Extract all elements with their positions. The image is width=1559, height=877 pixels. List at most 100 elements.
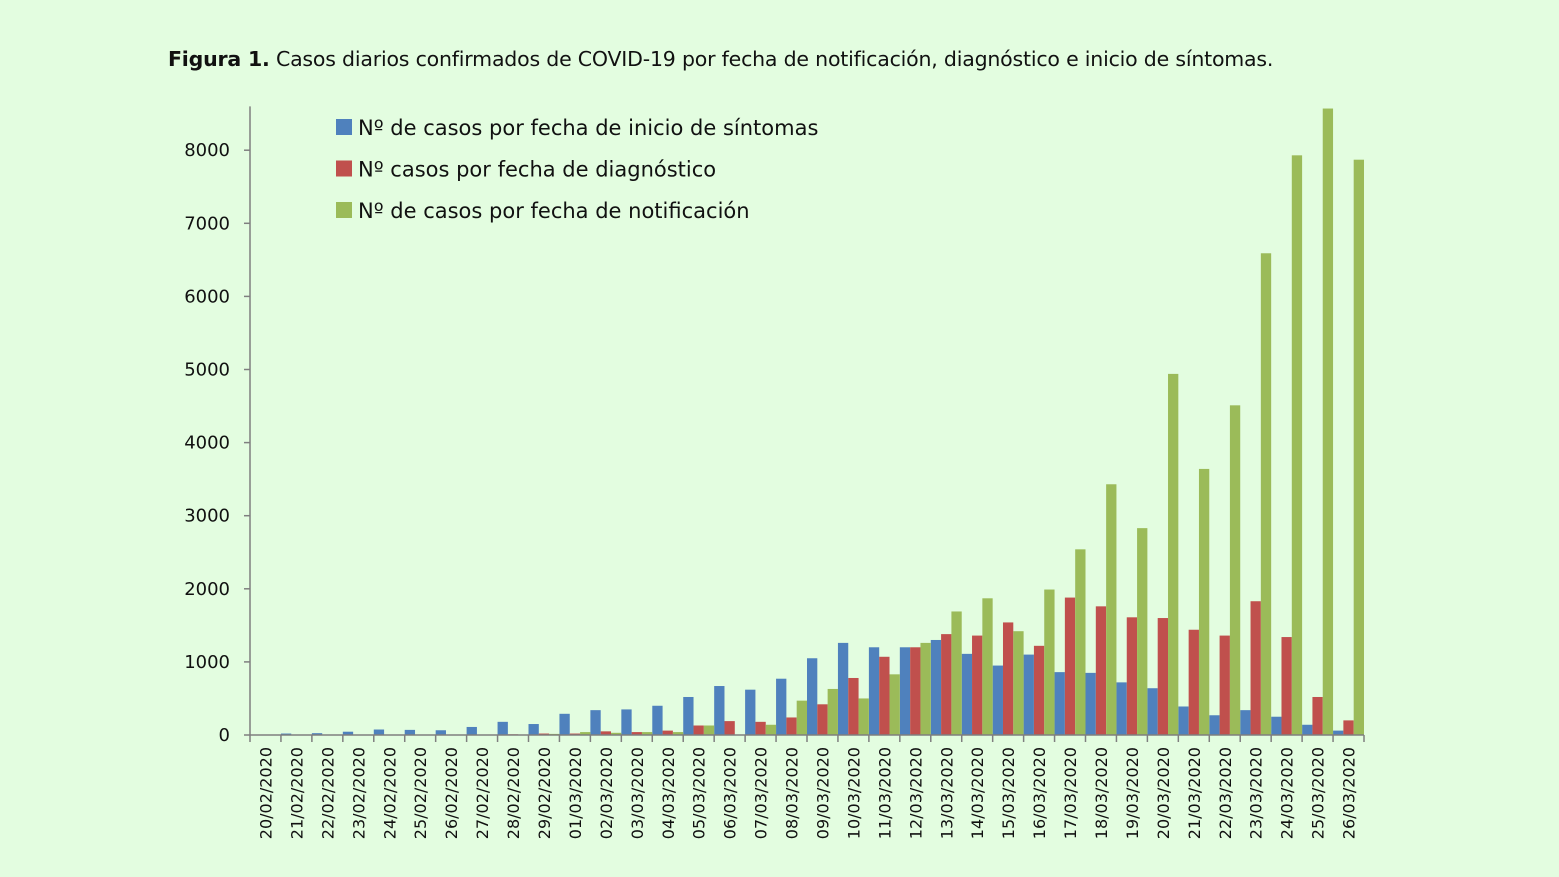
y-tick-label: 1000 bbox=[184, 652, 230, 673]
bar-series-1-15/03/2020 bbox=[992, 665, 1003, 735]
bar-series-3-01/03/2020 bbox=[580, 732, 591, 735]
y-tick-label: 2000 bbox=[184, 579, 230, 600]
bar-series-3-11/03/2020 bbox=[889, 674, 900, 735]
bar-series-2-19/03/2020 bbox=[1126, 617, 1138, 735]
x-tick-label: 14/03/2020 bbox=[968, 747, 987, 839]
bar-series-2-08/03/2020 bbox=[786, 717, 797, 735]
bars-group bbox=[250, 108, 1364, 735]
bar-series-1-23/02/2020 bbox=[342, 731, 354, 735]
y-tick-label: 6000 bbox=[184, 286, 230, 307]
bar-series-3-08/03/2020 bbox=[796, 700, 807, 735]
x-tick-label: 26/02/2020 bbox=[442, 747, 461, 839]
bar-series-1-29/02/2020 bbox=[528, 724, 539, 735]
bar-series-3-07/03/2020 bbox=[765, 724, 777, 735]
bar-series-2-07/03/2020 bbox=[755, 721, 766, 735]
bar-series-3-03/03/2020 bbox=[641, 732, 653, 735]
bar-series-1-21/03/2020 bbox=[1178, 706, 1189, 735]
bar-series-1-22/02/2020 bbox=[311, 733, 323, 735]
y-tick-label: 8000 bbox=[184, 140, 230, 161]
bar-series-1-06/03/2020 bbox=[714, 686, 725, 735]
bar-series-3-05/03/2020 bbox=[703, 725, 715, 735]
x-tick-label: 11/03/2020 bbox=[875, 747, 894, 839]
bar-series-3-10/03/2020 bbox=[858, 698, 869, 735]
bar-series-3-15/03/2020 bbox=[1013, 631, 1024, 735]
bar-series-1-02/03/2020 bbox=[590, 710, 601, 735]
bar-series-2-13/03/2020 bbox=[941, 634, 952, 735]
legend-swatch-3 bbox=[336, 202, 352, 218]
bar-series-3-17/03/2020 bbox=[1075, 549, 1086, 735]
x-tick-label: 19/03/2020 bbox=[1123, 747, 1142, 839]
bar-series-2-23/03/2020 bbox=[1250, 601, 1261, 735]
x-tick-label: 24/02/2020 bbox=[380, 747, 399, 839]
bar-series-1-22/03/2020 bbox=[1209, 715, 1220, 735]
bar-series-3-21/03/2020 bbox=[1198, 468, 1210, 735]
x-tick-label: 02/03/2020 bbox=[597, 747, 616, 839]
bar-series-1-10/03/2020 bbox=[837, 642, 849, 735]
bar-series-2-22/03/2020 bbox=[1219, 635, 1230, 735]
x-tick-label: 25/02/2020 bbox=[411, 747, 430, 839]
y-axis-ticks: 0 1000 2000 3000 4000 5000 6000 7000 8000 bbox=[184, 140, 250, 746]
bar-series-1-09/03/2020 bbox=[807, 658, 818, 735]
bar-series-2-04/03/2020 bbox=[662, 730, 673, 735]
x-tick-label: 06/03/2020 bbox=[721, 747, 740, 839]
x-tick-label: 28/02/2020 bbox=[504, 747, 523, 839]
x-tick-label: 23/02/2020 bbox=[349, 747, 368, 839]
bar-series-1-28/02/2020 bbox=[497, 721, 508, 735]
x-tick-label: 22/02/2020 bbox=[318, 747, 337, 839]
y-tick-label: 0 bbox=[219, 725, 230, 746]
x-tick-label: 08/03/2020 bbox=[783, 747, 802, 839]
bar-series-3-25/03/2020 bbox=[1322, 108, 1334, 735]
x-axis-ticks: 20/02/2020 21/02/2020 22/02/2020 23/02/2020… bbox=[249, 735, 1365, 839]
bar-series-3-20/03/2020 bbox=[1168, 373, 1179, 735]
bar-series-1-20/03/2020 bbox=[1147, 688, 1158, 735]
bar-series-2-14/03/2020 bbox=[972, 635, 983, 735]
bar-series-2-18/03/2020 bbox=[1095, 606, 1107, 735]
x-tick-label: 24/03/2020 bbox=[1278, 747, 1297, 839]
bar-series-3-12/03/2020 bbox=[920, 642, 931, 735]
bar-series-3-26/03/2020 bbox=[1353, 159, 1364, 735]
x-tick-label: 29/02/2020 bbox=[535, 747, 554, 839]
bar-series-2-10/03/2020 bbox=[848, 677, 859, 735]
bar-series-1-26/02/2020 bbox=[435, 730, 446, 735]
bar-series-1-23/03/2020 bbox=[1240, 710, 1251, 735]
bar-series-2-26/03/2020 bbox=[1343, 720, 1354, 735]
bar-series-1-08/03/2020 bbox=[776, 678, 787, 735]
bar-series-2-02/03/2020 bbox=[600, 731, 612, 735]
bar-series-1-13/03/2020 bbox=[930, 639, 942, 735]
figure-label: Figura 1. bbox=[168, 47, 270, 71]
bar-series-3-09/03/2020 bbox=[827, 688, 838, 735]
bar-series-3-18/03/2020 bbox=[1106, 484, 1117, 735]
x-tick-label: 05/03/2020 bbox=[690, 747, 709, 839]
legend-swatch-1 bbox=[336, 119, 352, 135]
legend: Nº de casos por fecha de inicio de sínto… bbox=[336, 116, 818, 223]
legend-label-2: Nº casos por fecha de diagnóstico bbox=[358, 158, 716, 182]
x-tick-label: 18/03/2020 bbox=[1092, 747, 1111, 839]
bar-series-1-05/03/2020 bbox=[683, 696, 694, 735]
bar-series-2-20/03/2020 bbox=[1157, 618, 1169, 735]
bar-series-3-02/03/2020 bbox=[611, 732, 622, 735]
bar-series-1-27/02/2020 bbox=[466, 726, 477, 735]
bar-series-1-17/03/2020 bbox=[1054, 672, 1065, 735]
figure-caption: Figura 1. Casos diarios confirmados de C… bbox=[168, 47, 1273, 71]
bar-series-1-16/03/2020 bbox=[1023, 654, 1034, 735]
legend-label-1: Nº de casos por fecha de inicio de sínto… bbox=[358, 116, 818, 140]
x-tick-label: 10/03/2020 bbox=[844, 747, 863, 839]
bar-series-1-18/03/2020 bbox=[1085, 672, 1096, 735]
bar-series-3-24/03/2020 bbox=[1291, 155, 1303, 735]
bar-series-1-01/03/2020 bbox=[559, 713, 570, 735]
x-tick-label: 09/03/2020 bbox=[813, 747, 832, 839]
bar-series-3-13/03/2020 bbox=[951, 611, 962, 735]
legend-swatch-2 bbox=[336, 160, 352, 177]
bar-series-1-12/03/2020 bbox=[899, 647, 911, 735]
bar-series-2-25/03/2020 bbox=[1312, 696, 1323, 735]
bar-series-1-11/03/2020 bbox=[868, 647, 880, 735]
bar-series-1-14/03/2020 bbox=[961, 653, 973, 735]
x-tick-label: 21/02/2020 bbox=[287, 747, 306, 839]
x-tick-label: 17/03/2020 bbox=[1061, 747, 1080, 839]
bar-series-2-12/03/2020 bbox=[910, 647, 921, 735]
bar-series-3-04/03/2020 bbox=[672, 732, 684, 735]
x-tick-label: 13/03/2020 bbox=[937, 747, 956, 839]
bar-series-3-14/03/2020 bbox=[982, 598, 993, 735]
bar-series-1-26/03/2020 bbox=[1333, 730, 1344, 735]
